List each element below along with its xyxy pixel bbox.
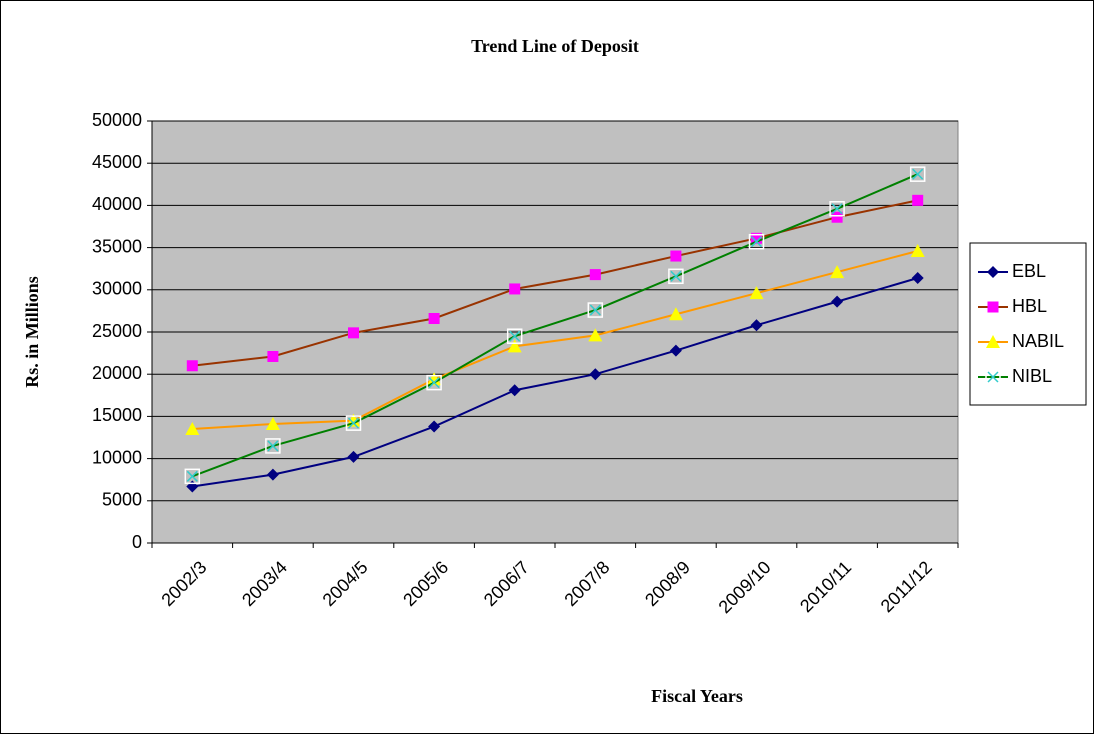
marker xyxy=(508,384,521,397)
marker xyxy=(265,416,280,430)
marker-box xyxy=(668,268,684,285)
chart-title: Trend Line of Deposit xyxy=(471,36,639,56)
y-tick-label: 20000 xyxy=(92,363,142,383)
marker xyxy=(345,415,362,431)
marker xyxy=(185,422,200,436)
marker-cross xyxy=(750,236,763,248)
marker xyxy=(509,283,521,295)
y-tick-label: 25000 xyxy=(92,321,142,341)
series-line xyxy=(192,277,918,488)
marker-box xyxy=(265,438,281,454)
legend-label: EBL xyxy=(1012,261,1046,281)
marker xyxy=(267,350,279,362)
marker xyxy=(506,328,523,344)
marker xyxy=(266,468,279,481)
marker xyxy=(589,368,602,381)
marker xyxy=(986,335,1000,348)
marker xyxy=(184,468,201,485)
marker-box xyxy=(748,233,765,250)
marker xyxy=(589,269,601,281)
y-tick-label: 40000 xyxy=(92,194,142,214)
y-axis-label: Rs. in Millions xyxy=(22,276,42,388)
marker xyxy=(831,295,844,308)
marker xyxy=(749,286,764,300)
legend-label: HBL xyxy=(1012,296,1047,316)
marker xyxy=(587,302,604,318)
y-tick-label: 0 xyxy=(132,532,142,552)
marker-box xyxy=(829,201,845,217)
y-tick-label: 5000 xyxy=(102,490,142,510)
marker xyxy=(186,360,198,372)
y-tick-label: 45000 xyxy=(92,152,142,172)
marker xyxy=(912,194,924,206)
marker xyxy=(829,201,845,217)
marker-cross xyxy=(267,440,279,452)
marker-cross xyxy=(831,203,843,215)
legend-label: NABIL xyxy=(1012,331,1064,351)
marker xyxy=(910,243,925,257)
marker xyxy=(588,328,603,342)
y-tick-label: 50000 xyxy=(92,110,142,130)
marker xyxy=(668,307,683,321)
marker xyxy=(428,420,441,433)
marker-box xyxy=(506,328,523,344)
marker-box xyxy=(587,302,604,318)
marker-cross xyxy=(987,371,999,383)
marker-cross xyxy=(509,330,521,342)
marker-box xyxy=(345,415,362,431)
marker xyxy=(668,268,684,285)
x-axis-label: Fiscal Years xyxy=(651,686,743,706)
marker-cross xyxy=(589,304,601,316)
legend-label: NIBL xyxy=(1012,366,1052,386)
marker-cross xyxy=(347,417,360,429)
marker xyxy=(987,266,999,278)
marker xyxy=(427,372,442,386)
series-line xyxy=(192,199,918,367)
y-tick-label: 10000 xyxy=(92,447,142,467)
marker-box xyxy=(985,369,1001,385)
series-line xyxy=(191,173,919,478)
marker xyxy=(507,339,522,353)
marker xyxy=(669,344,682,357)
marker xyxy=(748,233,765,250)
y-tick-label: 30000 xyxy=(92,279,142,299)
marker xyxy=(750,319,763,332)
marker-cross xyxy=(912,168,924,180)
marker-box xyxy=(184,468,201,485)
marker-box xyxy=(426,374,442,391)
series-line xyxy=(192,250,918,431)
marker xyxy=(985,369,1001,385)
marker xyxy=(426,374,442,391)
marker-box xyxy=(909,166,926,182)
marker xyxy=(265,438,281,454)
y-tick-label: 15000 xyxy=(92,405,142,425)
marker-cross xyxy=(428,377,440,389)
marker xyxy=(347,450,360,463)
marker-cross xyxy=(670,270,682,282)
marker xyxy=(909,166,926,182)
marker xyxy=(751,232,762,244)
marker xyxy=(830,265,845,279)
marker-cross xyxy=(186,470,198,482)
y-tick-label: 35000 xyxy=(92,236,142,256)
marker xyxy=(348,327,359,339)
marker xyxy=(670,250,682,262)
marker xyxy=(987,301,999,313)
marker xyxy=(428,312,440,324)
marker xyxy=(831,211,843,223)
marker xyxy=(911,271,924,284)
